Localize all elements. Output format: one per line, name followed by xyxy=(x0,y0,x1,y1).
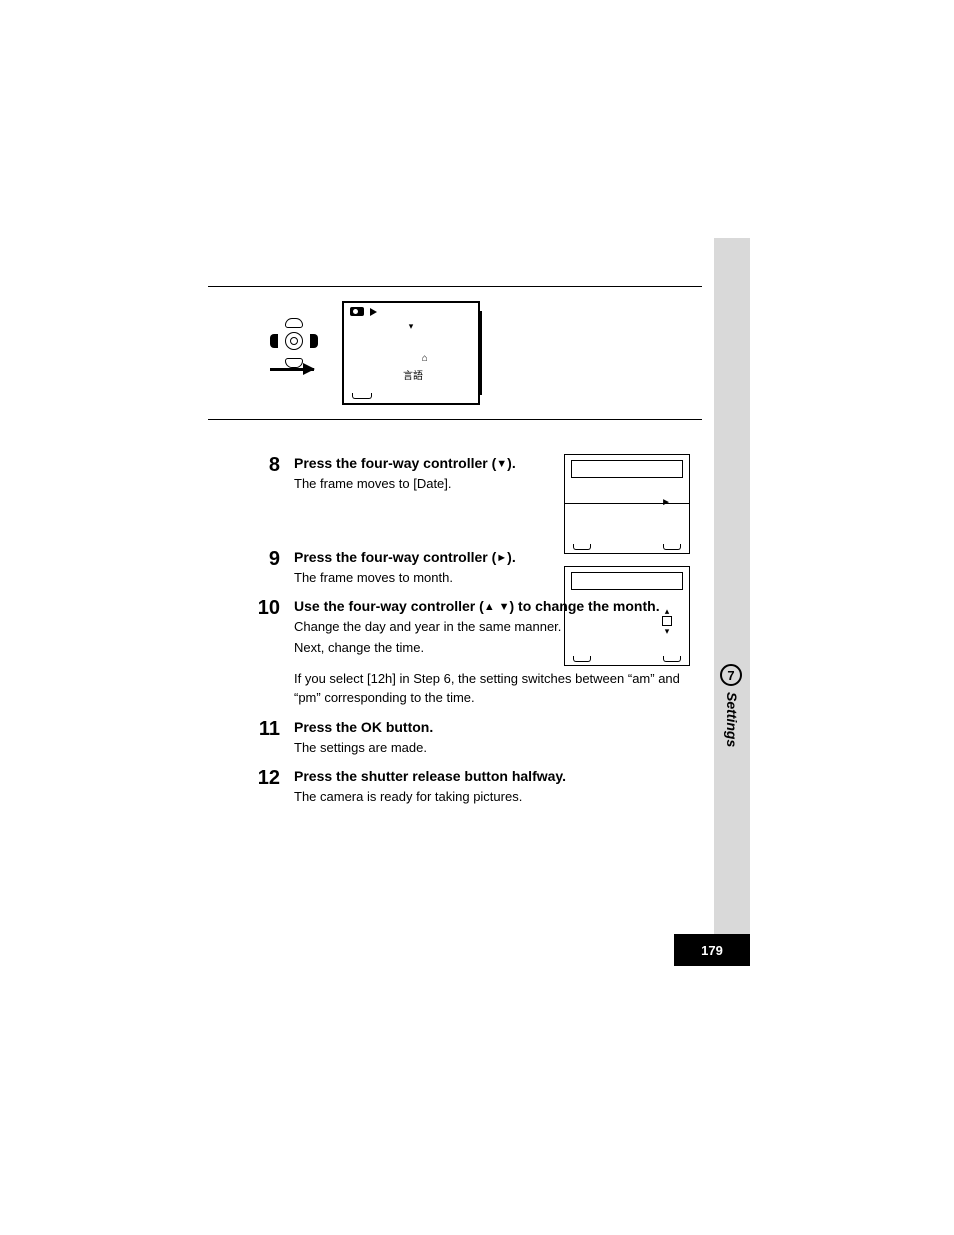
step-number: 9 xyxy=(250,548,280,588)
play-icon xyxy=(370,308,377,316)
step-desc: The settings are made. xyxy=(294,739,698,758)
home-glyph: ⌂ xyxy=(422,353,428,364)
content-column: ▾ ⌂ 言語 xyxy=(208,286,702,420)
chapter-badge: 7 xyxy=(720,664,742,686)
down-triangle-icon: ▼ xyxy=(499,601,510,613)
step-title: Press the four-way controller (▼). xyxy=(294,454,698,473)
step-8: 8 Press the four-way controller (▼). The… xyxy=(250,454,698,494)
step-number: 8 xyxy=(250,454,280,494)
step-10-note: If you select [12h] in Step 6, the setti… xyxy=(250,668,698,708)
step-desc: The frame moves to month. xyxy=(294,569,698,588)
step-desc: The frame moves to [Date]. xyxy=(294,475,698,494)
step-11: 11 Press the OK button. The settings are… xyxy=(250,718,698,758)
steps-list: 8 Press the four-way controller (▼). The… xyxy=(250,454,698,817)
step-desc: Change the day and year in the same mann… xyxy=(294,618,698,637)
step-title: Press the OK button. xyxy=(294,718,698,737)
step-title: Press the four-way controller (►). xyxy=(294,548,698,567)
step-desc: The camera is ready for taking pictures. xyxy=(294,788,698,807)
side-grey-bar xyxy=(714,238,750,958)
page-number-block: 179 xyxy=(674,934,750,966)
chapter-label: Settings xyxy=(724,692,740,747)
camera-icon xyxy=(350,307,364,316)
down-glyph: ▾ xyxy=(409,321,414,332)
chapter-number: 7 xyxy=(727,668,734,683)
page-number: 179 xyxy=(701,943,723,958)
arrow-right-icon xyxy=(270,368,314,371)
up-triangle-icon: ▲ xyxy=(484,601,495,613)
step-9: 9 Press the four-way controller (►). The… xyxy=(250,548,698,588)
step-title: Use the four-way controller (▲ ▼) to cha… xyxy=(294,597,698,616)
down-triangle-icon: ▼ xyxy=(496,458,507,470)
step-10: 10 Use the four-way controller (▲ ▼) to … xyxy=(250,597,698,658)
step-desc: If you select [12h] in Step 6, the setti… xyxy=(294,670,698,708)
step-12: 12 Press the shutter release button half… xyxy=(250,767,698,807)
mid-rule xyxy=(208,419,702,420)
lcd-mock-icon: ▾ ⌂ 言語 xyxy=(342,301,480,405)
step-desc: Next, change the time. xyxy=(294,639,698,658)
figure-row: ▾ ⌂ 言語 xyxy=(208,287,702,419)
four-way-controller-icon xyxy=(268,318,320,388)
step-number: 11 xyxy=(250,718,280,758)
step-title: Press the shutter release button halfway… xyxy=(294,767,698,786)
step-number: 12 xyxy=(250,767,280,807)
jp-label: 言語 xyxy=(403,367,423,382)
step-number: 10 xyxy=(250,597,280,658)
manual-page: 7 Settings 179 ▾ ⌂ 言語 xyxy=(0,0,954,1235)
right-triangle-icon: ► xyxy=(496,552,507,564)
